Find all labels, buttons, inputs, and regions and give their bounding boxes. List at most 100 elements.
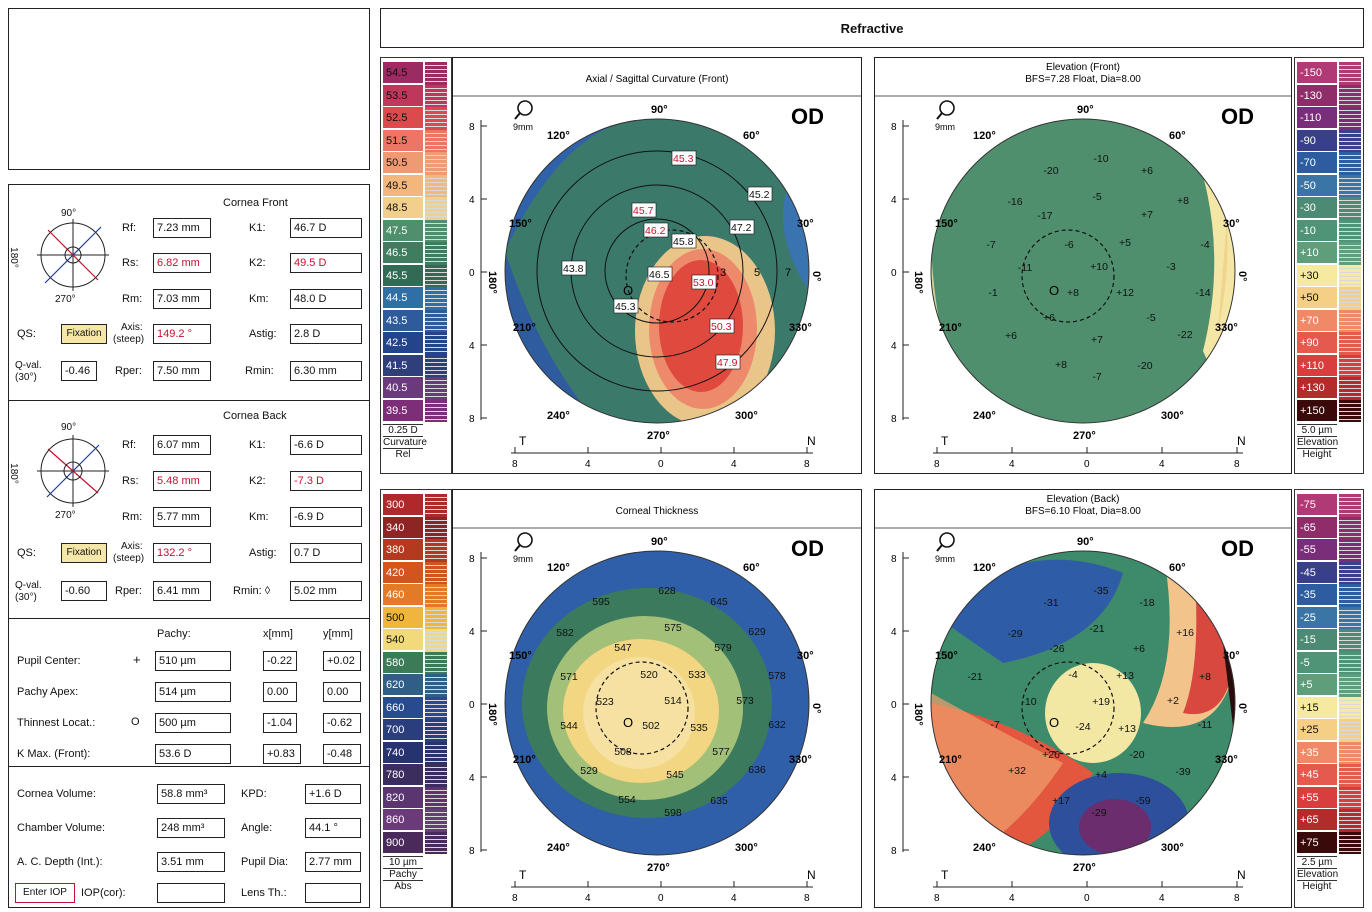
degree-label: 270°: [647, 430, 670, 442]
zoom-icon[interactable]: [514, 100, 533, 120]
map-value: -14: [1195, 287, 1210, 299]
curvature-value-box: [709, 318, 735, 334]
map-value: -24: [1075, 721, 1090, 733]
scale-gradient-strip: [1339, 62, 1361, 85]
scale-swatch: +25: [1297, 719, 1337, 741]
map-value: +13: [1118, 723, 1136, 735]
degree-label: 150°: [509, 650, 532, 662]
eye-label: OD: [791, 104, 824, 129]
qs-fixation-button[interactable]: Fixation: [61, 543, 107, 563]
scale-swatch: +55: [1297, 786, 1337, 809]
scale-swatch: -15: [1297, 629, 1337, 651]
map-value: 579: [714, 642, 732, 654]
km-value: -6.9 D: [290, 507, 362, 527]
scale-mode-label: Rel: [383, 448, 423, 460]
scale-swatch: 620: [383, 674, 423, 696]
scale-swatch: -150: [1297, 62, 1337, 84]
scale-gradient-strip: [1339, 332, 1361, 355]
map-value: +19: [1092, 696, 1110, 708]
corneal-thickness-map[interactable]: Corneal Thickness 90° 60° 120° 30° 150° 330° 21…: [452, 489, 862, 908]
scale-gradient-strip: [1339, 242, 1361, 265]
rm-value: 7.03 mm: [153, 289, 211, 309]
curvature-value: 53.0: [693, 277, 714, 289]
qval-sub-label: (30°): [15, 372, 37, 383]
curvature-scale[interactable]: 54.5 53.5 52.5 51.5 50.5 49.5 48.5 47.5 46.5 45.5…: [380, 57, 452, 474]
scale-swatch: 300: [383, 494, 423, 516]
elevation-back-map[interactable]: Elevation (Back) BFS=6.10 Float, Dia=8.00…: [874, 489, 1292, 908]
scale-gradient-strip: [425, 152, 447, 175]
map-value: -7: [986, 239, 995, 251]
lens-th-field[interactable]: [305, 883, 361, 903]
y-tick-label: 4: [469, 341, 475, 352]
degree-label: 240°: [973, 410, 996, 422]
degree-label: 30°: [797, 218, 814, 230]
qs-fixation-button[interactable]: Fixation: [61, 324, 107, 344]
map-value: +6: [1043, 312, 1055, 324]
scale-swatch: 860: [383, 809, 423, 831]
ring-label: 5: [754, 267, 760, 279]
map-surface: [505, 551, 809, 855]
degree-label: 90°: [651, 536, 668, 548]
map-value: +4: [1095, 769, 1107, 781]
map-subtitle: BFS=6.10 Float, Dia=8.00: [1025, 506, 1141, 517]
map-value: +13: [1116, 670, 1134, 682]
y-tick-label: 8: [469, 554, 475, 565]
scale-gradient-strip: [1339, 494, 1361, 517]
map-value: -4: [1068, 669, 1077, 681]
enter-iop-button[interactable]: Enter IOP: [15, 883, 75, 903]
axis-value: 149.2 °: [153, 324, 211, 344]
elevation-back-scale[interactable]: -75 -65 -55 -45 -35 -25 -15 -5 +5 +15 +25 +35 +45 +55…: [1294, 489, 1364, 908]
nasal-label: N: [807, 868, 816, 882]
map-svg: Elevation (Back)BFS=6.10 Float, Dia=8.00…: [875, 494, 1291, 904]
curvature-value-box: [671, 233, 697, 249]
degree-label: 330°: [789, 322, 812, 334]
dial-left-label: 180°: [7, 247, 19, 268]
degree-label: 90°: [651, 104, 668, 116]
zoom-icon[interactable]: [936, 532, 955, 552]
row-marker: O: [131, 716, 140, 728]
rm-label: Rm:: [122, 511, 143, 523]
axial-curvature-map[interactable]: Axial / Sagittal Curvature (Front) 3 5 7 90°…: [452, 57, 862, 474]
scale-swatch: +70: [1297, 309, 1337, 332]
map-rim: [504, 550, 810, 856]
map-title: Elevation (Front): [1046, 62, 1120, 73]
pachy-value: 53.6 D: [155, 744, 231, 764]
map-value: +7: [1141, 209, 1153, 221]
pachy-scale[interactable]: 300 340 380 420 460 500 540 580 620 660 700 740 780 8…: [380, 489, 452, 908]
y-tick-label: 8: [891, 414, 897, 425]
pupil-dia-value: 2.77 mm: [305, 852, 361, 872]
x-tick-label: 4: [1159, 893, 1165, 904]
page-title: Refractive: [840, 21, 904, 36]
map-subtitle: BFS=7.28 Float, Dia=8.00: [1025, 74, 1141, 85]
scale-gradient-strip: [1339, 561, 1361, 584]
y-tick-label: 4: [891, 341, 897, 352]
iop-cor-field[interactable]: [157, 883, 225, 903]
elevation-front-scale[interactable]: -150 -130 -110 -90 -70 -50 -30 -10 +10 +30 +50 +70 +…: [1294, 57, 1364, 474]
zoom-icon[interactable]: [936, 100, 955, 120]
degree-label: 240°: [547, 842, 570, 854]
zoom-icon[interactable]: [514, 532, 533, 552]
map-value: 577: [712, 746, 730, 758]
y-value: -0.48: [323, 744, 361, 764]
scale-gradient-strip: [1339, 264, 1361, 287]
scale-gradient-strip: [425, 741, 447, 764]
scale-gradient-strip: [1339, 539, 1361, 562]
map-value: +6: [1133, 643, 1145, 655]
map-value: -10: [1021, 696, 1036, 708]
ac-depth-value: 3.51 mm: [157, 852, 225, 872]
scale-swatch: -45: [1297, 561, 1337, 584]
scale-swatch: +10: [1297, 242, 1337, 264]
elevation-front-map[interactable]: Elevation (Front) BFS=7.28 Float, Dia=8.0…: [874, 57, 1292, 474]
scale-swatch: +75: [1297, 831, 1337, 854]
thinnest-marker: O: [623, 283, 633, 298]
x-tick-label: 8: [512, 893, 518, 904]
degree-label: 0°: [810, 271, 822, 282]
y-tick-label: 0: [891, 268, 897, 279]
kpd-value: +1.6 D: [305, 784, 361, 804]
scale-gradient-strip: [425, 651, 447, 674]
dial-top-label: 90°: [61, 208, 77, 219]
scale-swatch: +15: [1297, 696, 1337, 719]
degree-label: 120°: [547, 562, 570, 574]
scale-swatch: 340: [383, 516, 423, 539]
scale-gradient-strip: [1339, 696, 1361, 719]
